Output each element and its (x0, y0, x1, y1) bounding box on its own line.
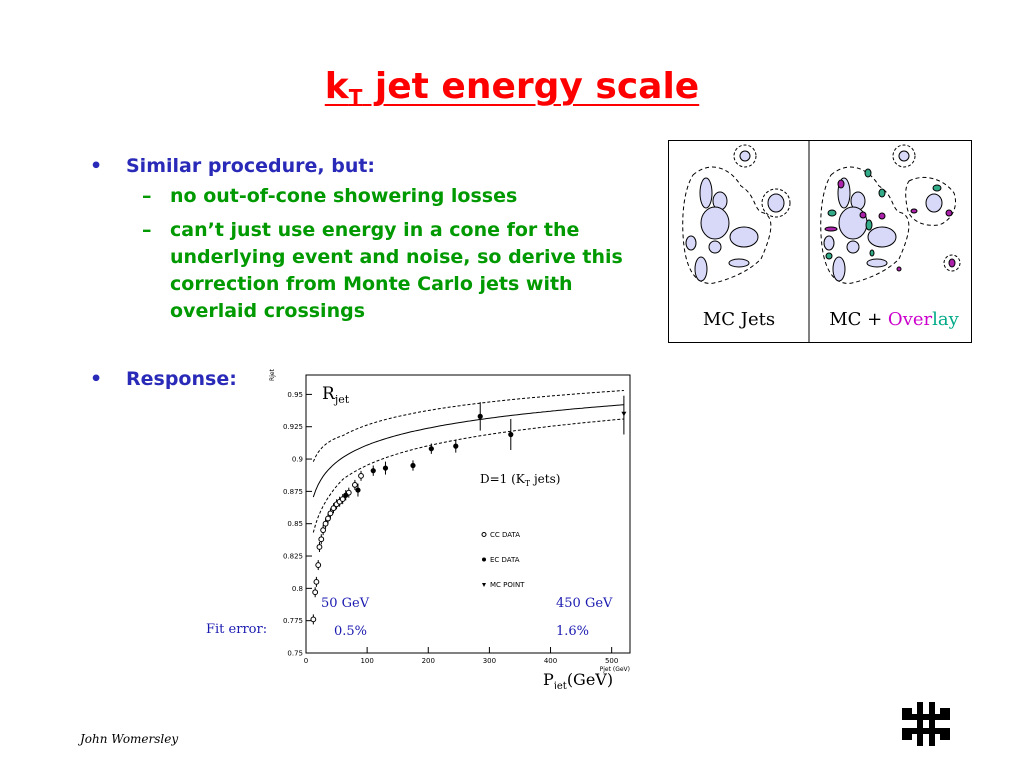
bullet-text: Similar procedure, but: (126, 155, 376, 177)
mc-overlay-label: MC + Overlay (817, 309, 971, 330)
subbullet-line: overlaid crossings (170, 300, 366, 322)
legend-marker (482, 583, 486, 587)
x-axis-label: Pjet(GeV) (543, 670, 613, 689)
dash-mark: – (142, 219, 152, 241)
overlay-letter: e (912, 309, 924, 330)
x-tick-label: 300 (483, 657, 496, 665)
fit-curve (312, 404, 624, 498)
subbullet-line: underlying event and noise, so derive th… (170, 246, 623, 268)
fit-band-lower (312, 418, 624, 533)
overlay-letter: l (932, 309, 938, 330)
cc-data-point (330, 505, 337, 512)
y-tick-label: 0.825 (283, 553, 303, 561)
cc-data-point (315, 562, 322, 568)
subbullet-line: can’t just use energy in a cone for the (170, 219, 580, 241)
dash-mark: – (142, 185, 152, 207)
cc-data-point (312, 589, 319, 596)
fit-energy-high: 450 GeV (556, 596, 613, 611)
x-tick-label: 500 (605, 657, 618, 665)
jet-cluster-figure: MC Jets MC + Overlay (668, 140, 972, 343)
y-tick-label: 0.875 (283, 488, 303, 496)
cc-data-point (325, 515, 331, 522)
fit-band-upper (312, 390, 624, 462)
mc-jets-label: MC Jets (702, 309, 776, 330)
mc-overlay-panel (820, 144, 961, 284)
y-tick-label: 0.8 (292, 585, 303, 593)
x-tick-label: 400 (544, 657, 557, 665)
legend-marker (482, 557, 486, 562)
subbullet-derive-correction: – can’t just use energy in a cone for th… (142, 217, 623, 325)
mc-jets-panel (682, 144, 791, 284)
fit-error-high: 1.6% (556, 624, 589, 639)
slide-title: kT jet energy scale (324, 66, 700, 109)
ec-data-point (428, 446, 434, 452)
legend-label: EC DATA (490, 556, 520, 564)
legend-label: CC DATA (490, 531, 520, 539)
bullet-mark: • (90, 155, 103, 177)
bullet-procedure: • Similar procedure, but: (90, 155, 376, 177)
fit-error-label: Fit error: (206, 622, 268, 637)
y-tick-label: 0.75 (287, 650, 303, 658)
y-tick-label: 0.95 (287, 391, 303, 399)
subbullet-no-losses: – no out-of-cone showering losses (142, 183, 518, 210)
ec-data-point (382, 465, 389, 471)
mc-plus-text: MC + (829, 309, 888, 330)
ec-data-point (508, 431, 514, 438)
footer-author: John Womersley (80, 732, 179, 746)
x-tick-label: 200 (422, 657, 435, 665)
x-tick-label: 100 (360, 657, 373, 665)
y-tick-label: 0.85 (287, 520, 303, 528)
jet-cluster-diagram (682, 141, 961, 342)
overlay-letter: r (923, 309, 933, 330)
y-tick-label: 0.775 (283, 617, 303, 625)
cc-data-point (358, 472, 364, 479)
fit-energy-low: 50 GeV (321, 596, 370, 611)
response-chart-svg: 0 100 200 300 400 500 0.75 0.775 0.8 0.825 0.85 0.8… (269, 368, 631, 692)
cc-data-point (352, 482, 358, 488)
legend-label: MC POINT (490, 581, 525, 589)
cc-data-point (320, 527, 327, 534)
subbullet-line: no out-of-cone showering losses (170, 185, 518, 207)
response-chart: 0 100 200 300 400 500 0.75 0.775 0.8 0.825 0.85 0.8… (268, 363, 642, 692)
cc-data-point (316, 544, 323, 550)
ec-data-point (370, 468, 376, 474)
ec-data-point (410, 462, 416, 469)
x-tick-label: 0 (304, 657, 308, 665)
bullet-mark: • (90, 368, 103, 390)
subbullet-line: correction from Monte Carlo jets with (170, 273, 573, 295)
fermilab-logo-icon (902, 702, 950, 746)
ec-data-point (343, 492, 349, 498)
cc-data-point (310, 616, 317, 623)
cc-data-point (318, 536, 325, 543)
chart-title: Rjet (322, 384, 350, 406)
ec-data-point (477, 413, 483, 419)
cc-data-point (339, 496, 346, 503)
mc-data-point (621, 411, 627, 417)
y-axis-small-label: Rjet (269, 368, 276, 381)
overlay-letter: O (887, 309, 903, 330)
overlay-word: Overlay (888, 309, 959, 330)
overlay-letter: y (948, 309, 959, 330)
ec-data-point (453, 443, 459, 449)
y-tick-label: 0.9 (292, 456, 303, 464)
plot-frame (305, 374, 631, 654)
cc-data-point (322, 520, 329, 527)
x-axis-small-label: Pjet (GeV) (600, 666, 630, 673)
y-tick-label: 0.925 (283, 423, 303, 431)
bullet-response: • Response: (90, 368, 237, 390)
overlay-letter: v (902, 309, 913, 330)
bullet-text: Response: (126, 368, 237, 390)
overlay-letter: a (937, 309, 949, 330)
cc-data-point (313, 578, 320, 585)
ec-data-point (355, 487, 361, 493)
chart-annotation: D=1 (KT jets) (480, 472, 560, 488)
legend-marker (481, 532, 487, 537)
cc-data-point (327, 510, 334, 517)
fit-error-low: 0.5% (334, 624, 367, 639)
